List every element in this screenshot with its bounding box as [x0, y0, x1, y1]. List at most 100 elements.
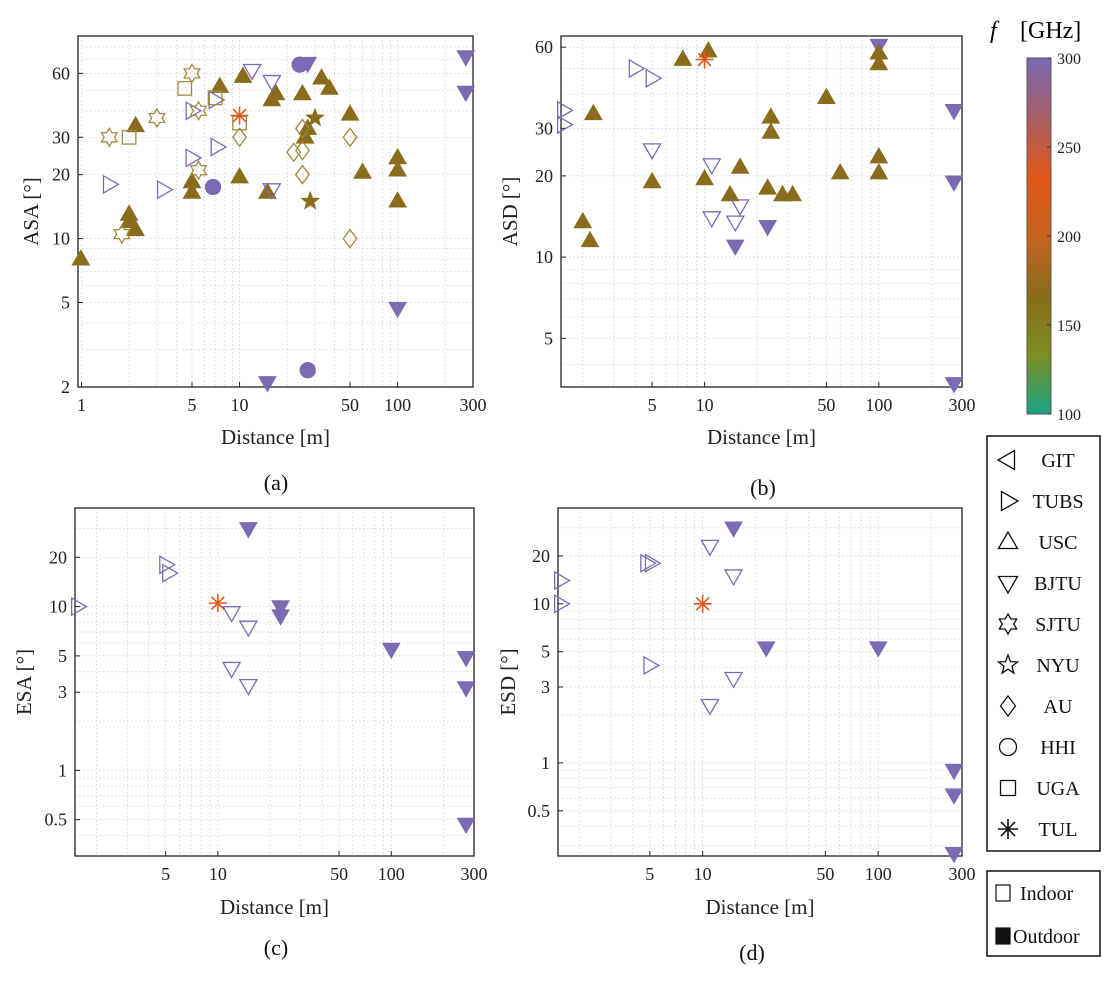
x-tick-label: 1	[77, 395, 86, 415]
grid	[561, 36, 963, 387]
data-point-tri-down	[756, 641, 776, 658]
data-point-tri-down	[221, 661, 242, 679]
legend-env-label: Indoor	[1020, 883, 1074, 905]
data-point-tri-up	[783, 184, 803, 202]
data-point-tri-up	[583, 103, 603, 121]
colorbar-tick-label: 250	[1057, 140, 1081, 157]
legend-item-bjtu: BJTU	[997, 573, 1082, 595]
data-point-diamond	[294, 118, 311, 139]
y-tick-label: 10	[49, 597, 67, 617]
data-point-tri-up	[730, 157, 750, 174]
y-tick-label: 60	[52, 63, 70, 83]
data-point-tri-right	[640, 553, 657, 573]
legend-label: SJTU	[1035, 614, 1081, 636]
data-point-tri-down	[944, 763, 964, 781]
legend-marker-asterisk	[998, 819, 1018, 839]
data-point-tri-down	[944, 175, 964, 192]
x-tick-label: 50	[816, 864, 834, 884]
legend-labs: GIT TUBS USC BJTU SJTU NYU AU HHI UGA TUL	[986, 435, 1101, 852]
x-tick-label: 50	[341, 395, 359, 415]
y-tick-label: 10	[52, 229, 70, 249]
x-tick-label: 50	[330, 864, 348, 884]
data-point-hexagram	[112, 223, 131, 245]
panel-b: 5 10 50 100 300 5 10 20 30 60 Distance [m] ASD [°] (…	[498, 35, 976, 500]
colorbar-tick-label: 300	[1057, 51, 1081, 68]
y-tick-label: 3	[58, 682, 67, 702]
data-point-hexagram	[148, 107, 166, 129]
data-point-tri-down	[702, 211, 722, 228]
legend-item-tul: TUL	[998, 819, 1077, 841]
data-point-tri-down	[456, 817, 476, 835]
data-point-hexagram	[189, 159, 208, 181]
legend-marker-diamond	[999, 694, 1017, 718]
data-point-hexagram	[100, 127, 119, 148]
legend-item-au: AU	[999, 694, 1073, 718]
x-tick-label: 100	[378, 864, 405, 884]
y-tick-label: 2	[61, 377, 70, 397]
legend-item-hhi: HHI	[998, 737, 1076, 759]
data-point-tri-down	[944, 847, 964, 864]
data-point-tri-down	[242, 63, 262, 81]
data-point-diamond	[231, 127, 248, 148]
colorbar-tick-label: 150	[1057, 318, 1081, 335]
axes-frame	[77, 35, 474, 388]
data-point-tri-up	[580, 230, 600, 248]
data-points	[556, 38, 964, 394]
y-tick-label: 0.5	[45, 810, 68, 830]
y-axis-label: ESD [°]	[496, 648, 520, 715]
data-point-tri-right	[159, 555, 176, 575]
panel-label: (a)	[264, 470, 288, 495]
y-tick-label: 20	[52, 165, 70, 185]
data-point-tri-down	[456, 85, 476, 103]
data-point-tri-up	[293, 83, 312, 101]
legend-env-swatch	[995, 927, 1011, 945]
data-point-tri-down	[456, 50, 476, 67]
data-point-circle	[291, 56, 308, 73]
legend-marker-tri-down	[997, 575, 1019, 595]
data-point-tri-down	[725, 239, 745, 256]
legend-env-swatch	[995, 884, 1011, 902]
data-point-diamond	[342, 127, 358, 148]
x-axis-label: Distance [m]	[221, 425, 330, 449]
colorbar-title-symbol: f	[990, 18, 1000, 44]
data-point-tri-down	[723, 569, 744, 587]
panel-label: (b)	[750, 475, 776, 500]
legend-labs-box	[986, 435, 1101, 852]
data-point-tri-right	[644, 553, 662, 573]
x-tick-label: 300	[460, 395, 487, 415]
x-tick-label: 10	[209, 864, 227, 884]
panel-label: (d)	[739, 940, 765, 965]
data-point-tri-down	[758, 220, 778, 237]
data-point-tri-down	[730, 199, 750, 217]
data-point-tri-up	[816, 87, 836, 104]
data-point-tri-right	[162, 563, 179, 583]
y-tick-label: 60	[535, 37, 553, 57]
x-tick-label: 5	[161, 864, 170, 884]
y-axis-label: ASA [°]	[19, 177, 43, 246]
legend-item-usc: USC	[997, 530, 1077, 554]
data-point-tri-up	[573, 211, 593, 229]
legend-env-label: Outdoor	[1013, 926, 1080, 948]
data-point-tri-up	[695, 168, 714, 186]
data-point-tri-down	[238, 522, 258, 539]
data-point-tri-down	[221, 606, 242, 623]
x-tick-label: 100	[384, 395, 411, 415]
legend-label: TUL	[1039, 819, 1078, 841]
y-tick-label: 20	[532, 546, 550, 566]
data-point-square	[121, 129, 137, 145]
legend-env: Indoor Outdoor	[986, 870, 1101, 957]
data-point-asterisk	[693, 594, 712, 613]
legend-label: NYU	[1036, 655, 1080, 677]
x-axis-label: Distance [m]	[705, 895, 814, 919]
data-point-tri-right	[210, 137, 228, 157]
y-tick-label: 0.5	[528, 801, 551, 821]
data-point-tri-up	[353, 162, 372, 179]
panel-a: 1 5 10 50 100 300 2 5 10 20 30 60 Distance [m] ASA [°…	[19, 35, 487, 495]
data-point-tri-down	[944, 788, 964, 805]
legend-label: TUBS	[1032, 491, 1083, 513]
y-tick-label: 10	[535, 247, 553, 267]
data-point-tri-right	[556, 100, 574, 120]
legend-item-git: GIT	[996, 449, 1075, 472]
y-tick-label: 5	[61, 293, 70, 313]
